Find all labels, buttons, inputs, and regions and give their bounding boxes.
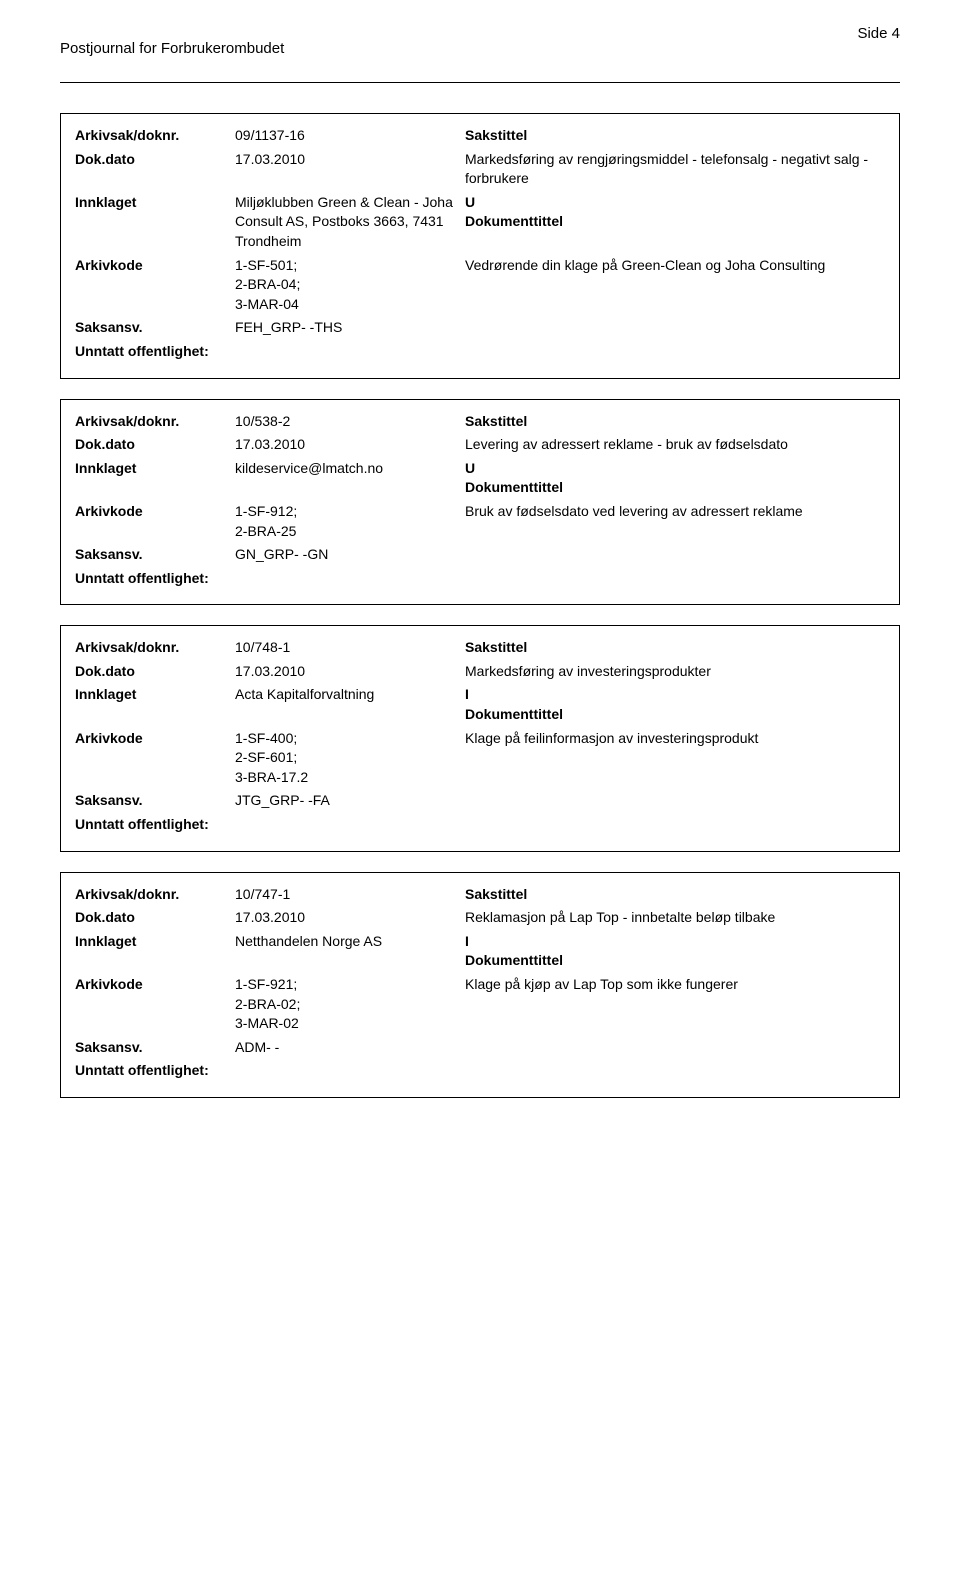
dokumenttittel-value: Klage på kjøp av Lap Top som ikke funger… xyxy=(465,975,885,995)
record-row: Dok.dato 17.03.2010 Reklamasjon på Lap T… xyxy=(75,908,885,928)
record-block: Arkivsak/doknr. 09/1137-16 Sakstittel Do… xyxy=(60,113,900,379)
record-block: Arkivsak/doknr. 10/747-1 Sakstittel Dok.… xyxy=(60,872,900,1098)
unntatt-label: Unntatt offentlighet: xyxy=(75,1061,209,1081)
saksansv-value: ADM- - xyxy=(235,1038,465,1058)
page-header: Postjournal for Forbrukerombudet Side 4 xyxy=(60,40,900,83)
innklaget-label: Innklaget xyxy=(75,685,235,705)
type-code: U xyxy=(465,193,885,213)
innklaget-value: Acta Kapitalforvaltning xyxy=(235,685,465,705)
sakstittel-value: Reklamasjon på Lap Top - innbetalte belø… xyxy=(465,908,885,928)
sakstittel-value: Levering av adressert reklame - bruk av … xyxy=(465,435,885,455)
dokumenttittel-value: Klage på feilinformasjon av investerings… xyxy=(465,729,885,749)
innklaget-label: Innklaget xyxy=(75,932,235,952)
record-row: Arkivkode 1-SF-912; 2-BRA-25 Bruk av fød… xyxy=(75,502,885,541)
record-row: Saksansv. GN_GRP- -GN xyxy=(75,545,885,565)
arkivkode-value: 1-SF-501; 2-BRA-04; 3-MAR-04 xyxy=(235,256,465,315)
record-row: Innklaget Miljøklubben Green & Clean - J… xyxy=(75,193,885,252)
record-row: Saksansv. FEH_GRP- -THS xyxy=(75,318,885,338)
type-dokumenttittel: U Dokumenttittel xyxy=(465,459,885,498)
saksansv-value: JTG_GRP- -FA xyxy=(235,791,465,811)
dokdato-value: 17.03.2010 xyxy=(235,435,465,455)
type-dokumenttittel: I Dokumenttittel xyxy=(465,932,885,971)
sakstittel-value: Markedsføring av investeringsprodukter xyxy=(465,662,885,682)
dokdato-value: 17.03.2010 xyxy=(235,662,465,682)
arkivsak-label: Arkivsak/doknr. xyxy=(75,412,235,432)
dokumenttittel-label: Dokumenttittel xyxy=(465,951,885,971)
record-row: Arkivkode 1-SF-921; 2-BRA-02; 3-MAR-02 K… xyxy=(75,975,885,1034)
type-dokumenttittel: I Dokumenttittel xyxy=(465,685,885,724)
record-row: Innklaget kildeservice@lmatch.no U Dokum… xyxy=(75,459,885,498)
arkivkode-label: Arkivkode xyxy=(75,729,235,749)
innklaget-label: Innklaget xyxy=(75,459,235,479)
unntatt-label: Unntatt offentlighet: xyxy=(75,569,209,589)
record-row: Innklaget Netthandelen Norge AS I Dokume… xyxy=(75,932,885,971)
sakstittel-value: Markedsføring av rengjøringsmiddel - tel… xyxy=(465,150,885,189)
arkivkode-label: Arkivkode xyxy=(75,256,235,276)
dokdato-label: Dok.dato xyxy=(75,908,235,928)
unntatt-label: Unntatt offentlighet: xyxy=(75,342,209,362)
page-indicator: Side 4 xyxy=(857,25,900,42)
record-row: Unntatt offentlighet: xyxy=(75,569,885,589)
saksansv-value: GN_GRP- -GN xyxy=(235,545,465,565)
saksansv-label: Saksansv. xyxy=(75,318,235,338)
type-code: I xyxy=(465,932,885,952)
saksansv-label: Saksansv. xyxy=(75,545,235,565)
arkivsak-label: Arkivsak/doknr. xyxy=(75,885,235,905)
record-row: Saksansv. ADM- - xyxy=(75,1038,885,1058)
record-row: Unntatt offentlighet: xyxy=(75,342,885,362)
type-code: U xyxy=(465,459,885,479)
dokdato-label: Dok.dato xyxy=(75,662,235,682)
dokumenttittel-value: Bruk av fødselsdato ved levering av adre… xyxy=(465,502,885,522)
arkivsak-label: Arkivsak/doknr. xyxy=(75,638,235,658)
type-dokumenttittel: U Dokumenttittel xyxy=(465,193,885,232)
arkivkode-value: 1-SF-921; 2-BRA-02; 3-MAR-02 xyxy=(235,975,465,1034)
type-code: I xyxy=(465,685,885,705)
arkivkode-value: 1-SF-912; 2-BRA-25 xyxy=(235,502,465,541)
innklaget-label: Innklaget xyxy=(75,193,235,213)
record-row: Dok.dato 17.03.2010 Markedsføring av ren… xyxy=(75,150,885,189)
journal-title: Postjournal for Forbrukerombudet xyxy=(60,40,284,57)
dokumenttittel-label: Dokumenttittel xyxy=(465,212,885,232)
dokdato-label: Dok.dato xyxy=(75,435,235,455)
arkivsak-value: 10/748-1 xyxy=(235,638,465,658)
arkivsak-value: 10/538-2 xyxy=(235,412,465,432)
record-block: Arkivsak/doknr. 10/748-1 Sakstittel Dok.… xyxy=(60,625,900,851)
record-row: Dok.dato 17.03.2010 Levering av adresser… xyxy=(75,435,885,455)
record-row: Arkivsak/doknr. 09/1137-16 Sakstittel xyxy=(75,126,885,146)
dokdato-value: 17.03.2010 xyxy=(235,150,465,170)
arkivkode-label: Arkivkode xyxy=(75,975,235,995)
record-row: Arkivkode 1-SF-501; 2-BRA-04; 3-MAR-04 V… xyxy=(75,256,885,315)
dokumenttittel-label: Dokumenttittel xyxy=(465,705,885,725)
arkivkode-value: 1-SF-400; 2-SF-601; 3-BRA-17.2 xyxy=(235,729,465,788)
sakstittel-label: Sakstittel xyxy=(465,412,527,432)
saksansv-value: FEH_GRP- -THS xyxy=(235,318,465,338)
sakstittel-label: Sakstittel xyxy=(465,126,527,146)
arkivsak-value: 10/747-1 xyxy=(235,885,465,905)
record-row: Unntatt offentlighet: xyxy=(75,815,885,835)
record-row: Innklaget Acta Kapitalforvaltning I Doku… xyxy=(75,685,885,724)
innklaget-value: kildeservice@lmatch.no xyxy=(235,459,465,479)
record-row: Arkivsak/doknr. 10/538-2 Sakstittel xyxy=(75,412,885,432)
dokdato-label: Dok.dato xyxy=(75,150,235,170)
sakstittel-label: Sakstittel xyxy=(465,885,527,905)
record-block: Arkivsak/doknr. 10/538-2 Sakstittel Dok.… xyxy=(60,399,900,606)
innklaget-value: Miljøklubben Green & Clean - Joha Consul… xyxy=(235,193,465,252)
record-row: Saksansv. JTG_GRP- -FA xyxy=(75,791,885,811)
record-row: Dok.dato 17.03.2010 Markedsføring av inv… xyxy=(75,662,885,682)
arkivsak-label: Arkivsak/doknr. xyxy=(75,126,235,146)
record-row: Arkivkode 1-SF-400; 2-SF-601; 3-BRA-17.2… xyxy=(75,729,885,788)
record-row: Arkivsak/doknr. 10/747-1 Sakstittel xyxy=(75,885,885,905)
record-row: Arkivsak/doknr. 10/748-1 Sakstittel xyxy=(75,638,885,658)
saksansv-label: Saksansv. xyxy=(75,1038,235,1058)
arkivkode-label: Arkivkode xyxy=(75,502,235,522)
dokumenttittel-value: Vedrørende din klage på Green-Clean og J… xyxy=(465,256,885,276)
innklaget-value: Netthandelen Norge AS xyxy=(235,932,465,952)
saksansv-label: Saksansv. xyxy=(75,791,235,811)
record-row: Unntatt offentlighet: xyxy=(75,1061,885,1081)
sakstittel-label: Sakstittel xyxy=(465,638,527,658)
dokumenttittel-label: Dokumenttittel xyxy=(465,478,885,498)
arkivsak-value: 09/1137-16 xyxy=(235,126,465,146)
dokdato-value: 17.03.2010 xyxy=(235,908,465,928)
unntatt-label: Unntatt offentlighet: xyxy=(75,815,209,835)
